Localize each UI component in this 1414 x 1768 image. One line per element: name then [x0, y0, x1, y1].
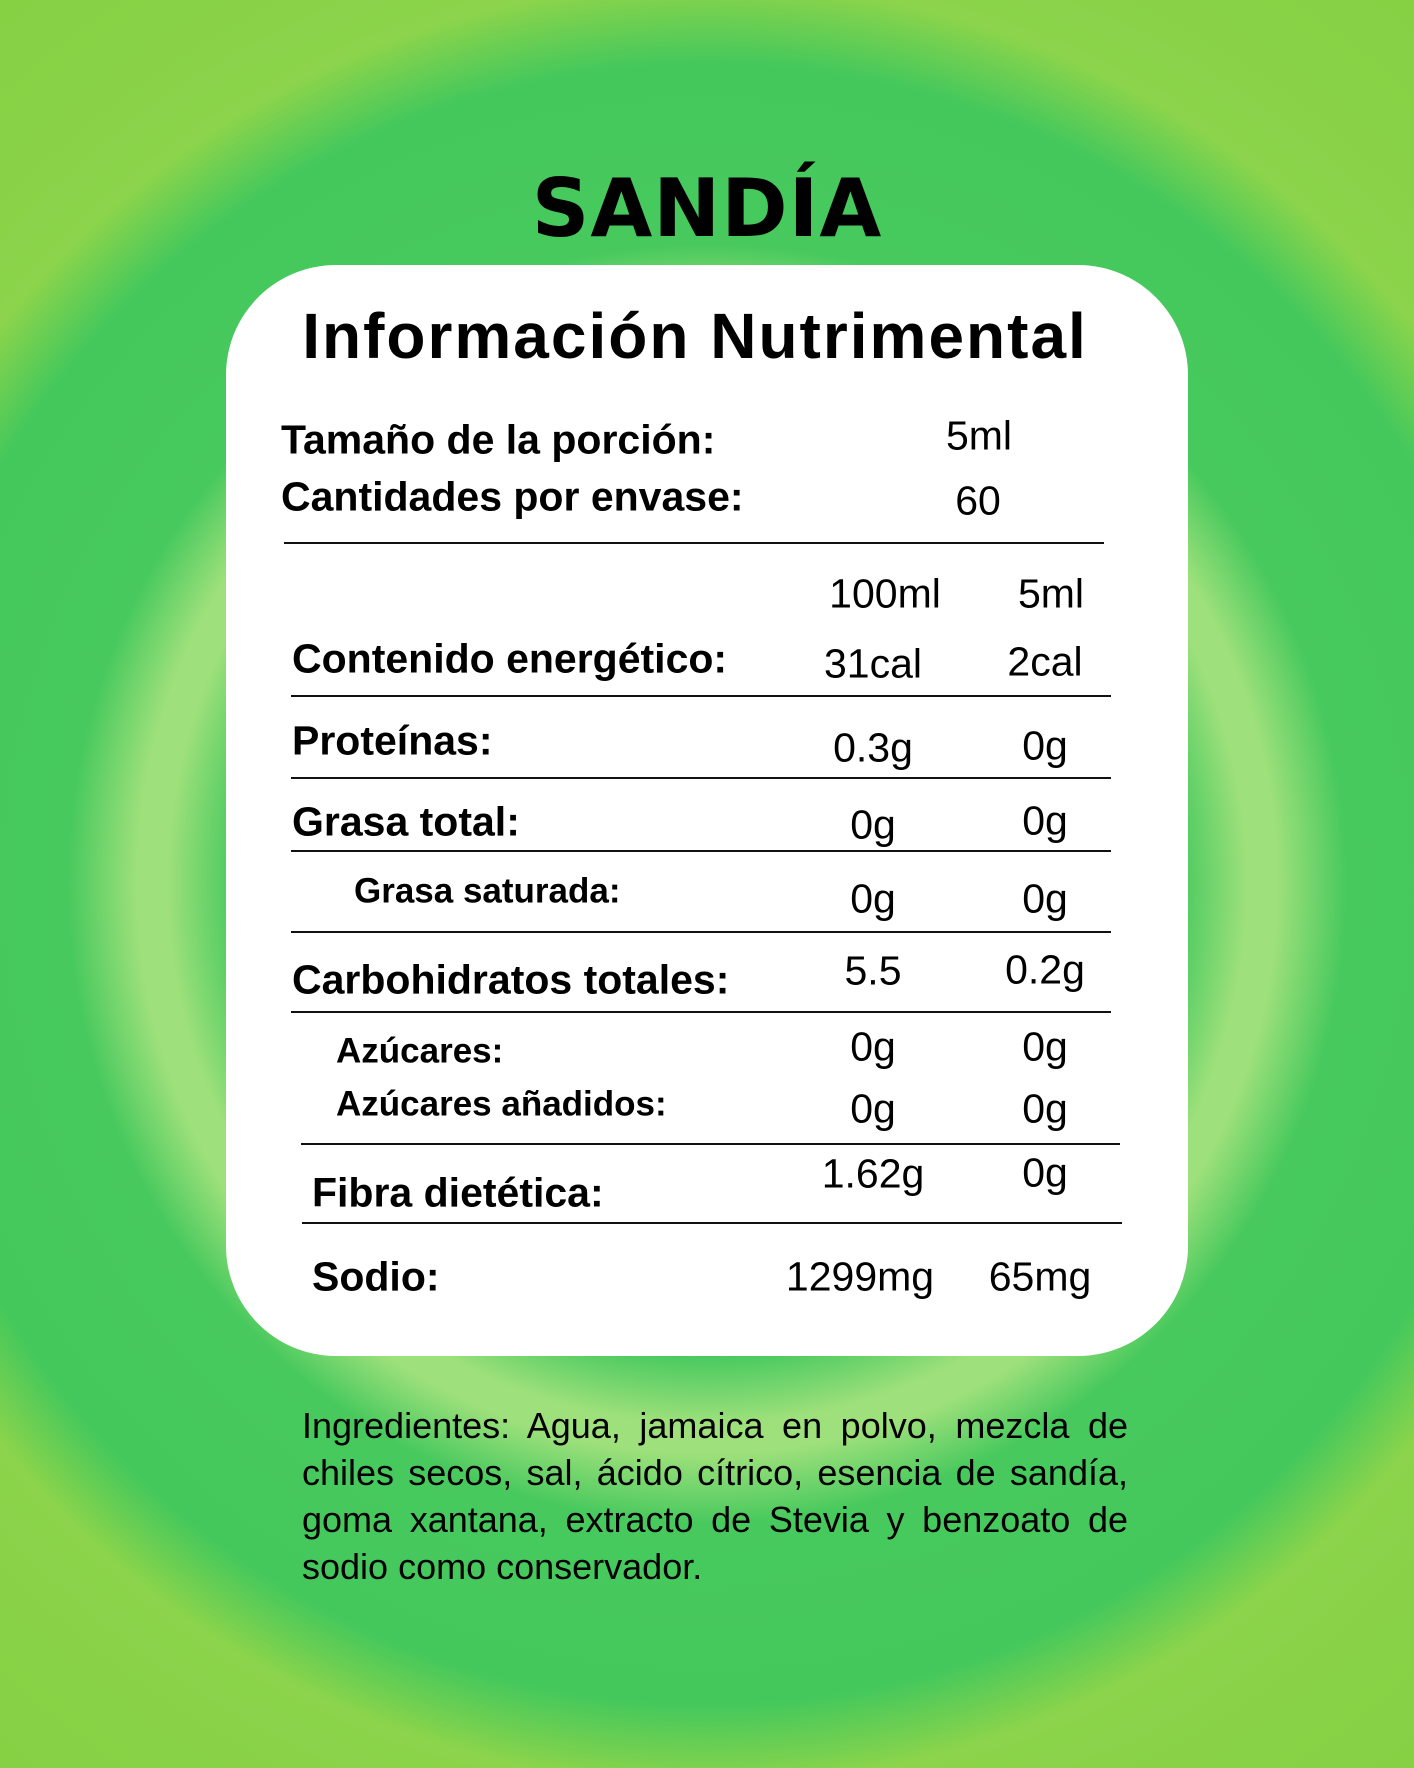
row-value-100ml: 0g [850, 1023, 896, 1070]
servings-per-container-label: Cantidades por envase: [281, 473, 744, 520]
servings-per-container-value: 60 [955, 477, 1001, 524]
row-value-serving: 0g [1022, 1149, 1068, 1196]
row-value-100ml: 0g [850, 875, 896, 922]
divider [291, 850, 1111, 852]
row-label-carbohydrates: Carbohidratos totales: [292, 956, 730, 1003]
row-label-sodium: Sodio: [312, 1253, 440, 1300]
row-value-100ml: 0g [850, 1085, 896, 1132]
nutrition-card [226, 265, 1188, 1356]
ingredients-text: Ingredientes: Agua, jamaica en polvo, me… [302, 1405, 1128, 1587]
divider [291, 777, 1111, 779]
row-value-serving: 0g [1022, 875, 1068, 922]
row-label-added-sugars: Azúcares añadidos: [336, 1084, 667, 1124]
row-label-total-fat: Grasa total: [292, 798, 520, 845]
row-label-sugars: Azúcares: [336, 1031, 504, 1071]
row-label-protein: Proteínas: [292, 717, 493, 764]
row-label-saturated-fat: Grasa saturada: [354, 871, 621, 911]
divider [284, 542, 1104, 544]
divider [291, 931, 1111, 933]
row-value-100ml: 5.5 [844, 947, 902, 994]
divider [291, 1011, 1111, 1013]
row-label-energy: Contenido energético: [292, 635, 728, 682]
row-value-serving: 0g [1022, 1023, 1068, 1070]
divider [291, 695, 1111, 697]
row-value-100ml: 0g [850, 801, 896, 848]
row-value-100ml: 0.3g [833, 724, 913, 771]
row-value-100ml: 1299mg [785, 1253, 935, 1300]
row-value-100ml: 1.62g [821, 1150, 925, 1197]
column-header-serving: 5ml [1017, 570, 1085, 617]
row-value-serving: 65mg [988, 1253, 1092, 1300]
serving-size-value: 5ml [945, 412, 1013, 459]
row-value-serving: 0g [1022, 797, 1068, 844]
serving-size-label: Tamaño de la porción: [281, 416, 716, 463]
divider [301, 1143, 1120, 1145]
nutrition-heading: Información Nutrimental [302, 300, 1088, 372]
row-value-serving: 2cal [1007, 638, 1083, 685]
row-value-serving: 0g [1022, 722, 1068, 769]
row-label-fiber: Fibra dietética: [312, 1169, 604, 1216]
product-title: SANDÍA [531, 162, 883, 255]
row-value-100ml: 31cal [823, 640, 923, 687]
row-value-serving: 0.2g [1005, 946, 1085, 993]
row-value-serving: 0g [1022, 1085, 1068, 1132]
divider [302, 1222, 1122, 1224]
column-header-100ml: 100ml [829, 570, 941, 617]
